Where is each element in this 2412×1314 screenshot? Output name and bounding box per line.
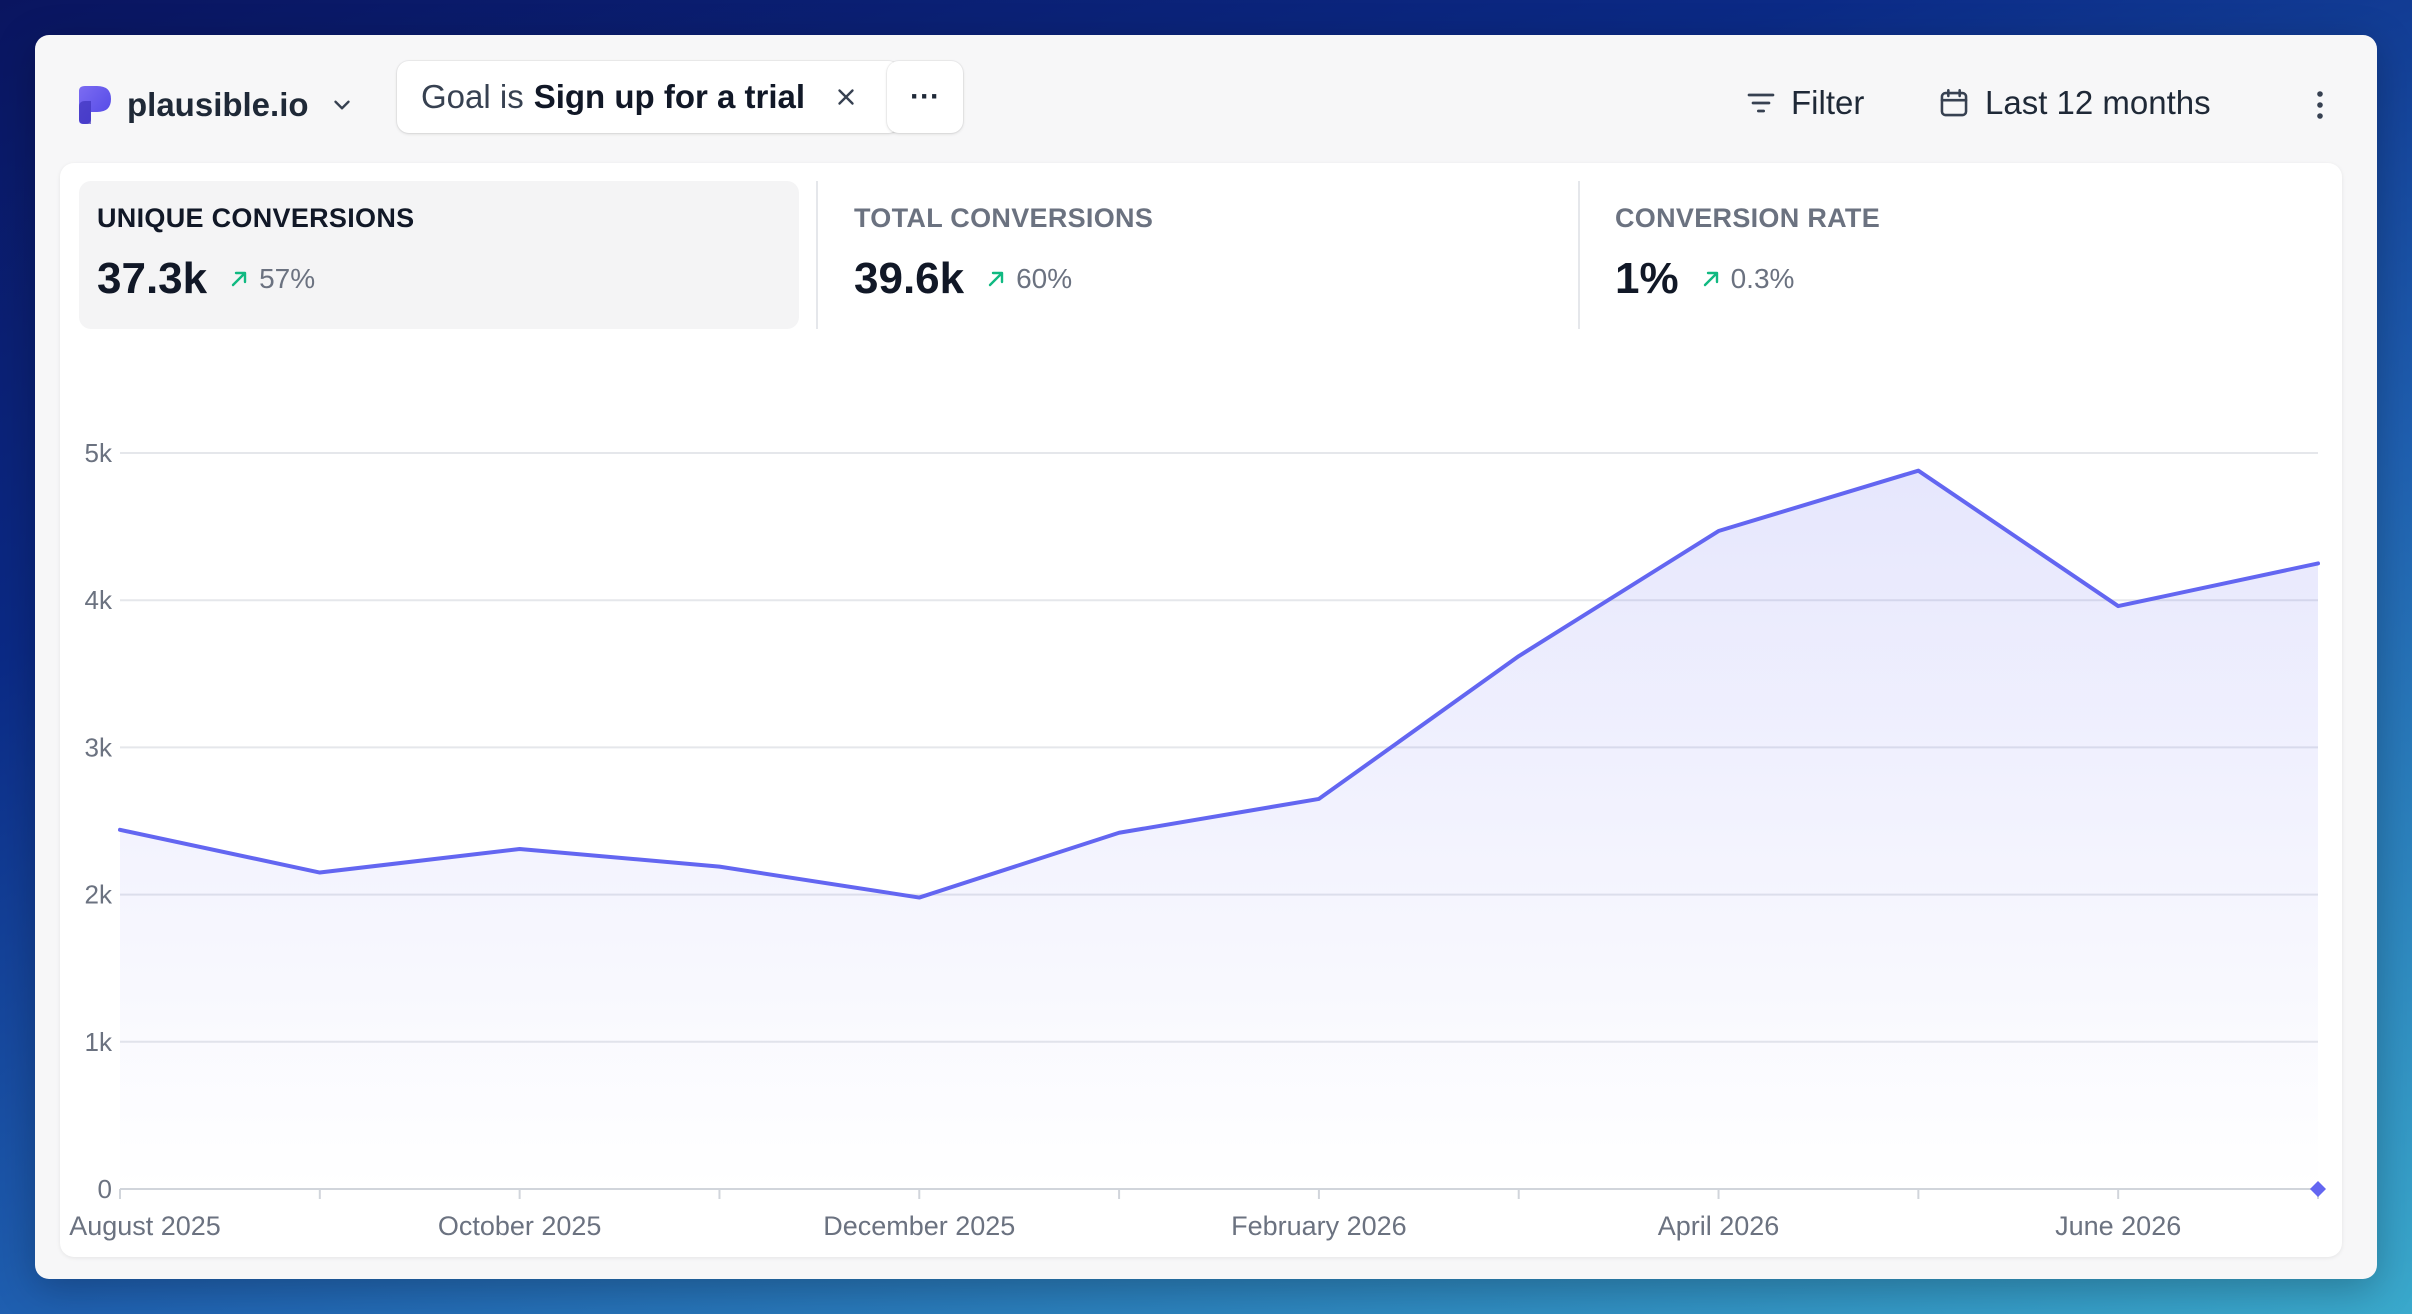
data-point[interactable] [909,888,929,908]
conversions-chart[interactable]: 0 1k 2k 3k 4k 5k August 2025 October 2025 Decemb… [60,163,2342,1257]
data-point[interactable] [2308,553,2328,573]
kebab-menu-icon [2317,91,2323,119]
data-point[interactable] [1509,646,1529,666]
filter-label: Filter [1791,84,1865,121]
metric-change-value: 60% [1016,263,1073,294]
top-bar: plausible.io Goal is Sign up for a trial… [35,35,2377,165]
dashboard-window: plausible.io Goal is Sign up for a trial… [35,35,2377,1279]
metric-divider [1578,181,1580,329]
data-point[interactable] [1309,789,1329,809]
date-range-label: Last 12 months [1985,84,2211,121]
series-line [118,468,2320,900]
metric-label: TOTAL CONVERSIONS [854,203,1154,233]
y-tick-label: 5k [85,438,113,468]
metric-conversion-rate[interactable]: CONVERSION RATE 1% 0.3% [1597,181,2317,329]
calendar-icon [1940,88,1968,117]
goal-filter-prefix: Goal is [421,78,524,115]
metric-label: CONVERSION RATE [1615,203,1881,233]
y-tick-label: 4k [85,585,113,615]
goal-filter-value: Sign up for a trial [533,78,806,115]
y-tick-label: 0 [98,1174,112,1204]
data-point[interactable] [1109,823,1129,843]
metric-change-value: 0.3% [1730,263,1795,294]
filter-button[interactable]: Filter [1745,75,1864,131]
series-area [120,470,2318,1189]
data-point[interactable] [709,857,729,877]
metric-value: 1% [1615,254,1679,303]
y-tick-label: 2k [85,880,113,910]
x-tick-label: February 2026 [1231,1211,1407,1241]
arrow-up-right-icon [988,271,1004,287]
data-point[interactable] [110,820,130,840]
metric-value: 39.6k [854,254,965,303]
data-point[interactable] [310,863,330,883]
arrow-up-right-icon [231,271,247,287]
metric-label: UNIQUE CONVERSIONS [97,203,415,233]
metric-change-value: 57% [259,263,316,294]
site-name: plausible.io [127,86,309,123]
metric-total-conversions[interactable]: TOTAL CONVERSIONS 39.6k 60% [836,181,1556,329]
more-filters-button[interactable]: ··· [887,61,963,133]
ellipsis-icon: ··· [910,80,940,113]
metric-unique-conversions[interactable]: UNIQUE CONVERSIONS 37.3k 57% [79,181,799,329]
date-range-picker[interactable]: Last 12 months [1937,75,2211,131]
metric-divider [816,181,818,329]
goal-filter-pill[interactable]: Goal is Sign up for a trial [397,61,900,133]
x-tick-label: December 2025 [823,1211,1015,1241]
site-picker[interactable]: plausible.io [75,77,355,133]
more-options-button[interactable] [2295,77,2345,133]
plausible-logo-icon [79,86,111,124]
x-tick-label: June 2026 [2055,1211,2181,1241]
x-tick-label: October 2025 [438,1211,602,1241]
close-icon[interactable] [833,84,859,110]
x-tick-label: April 2026 [1658,1211,1780,1241]
data-point[interactable] [2108,596,2128,616]
metric-value: 37.3k [97,254,208,303]
chevron-down-icon [333,100,350,110]
metric-change: 0.3% [1699,263,1795,295]
metric-change: 57% [227,263,315,295]
metric-change: 60% [984,263,1072,295]
data-point[interactable] [510,839,530,859]
x-tick-label: August 2025 [69,1211,221,1241]
arrow-up-right-icon [1703,271,1718,287]
y-tick-label: 1k [85,1027,113,1057]
y-tick-label: 3k [85,732,113,762]
filter-icon [1747,93,1775,113]
data-point[interactable] [1908,461,1928,481]
current-period-marker-icon [2310,1181,2326,1197]
data-point[interactable] [1709,521,1729,541]
conversions-card: UNIQUE CONVERSIONS 37.3k 57% TOTAL CONVE… [60,163,2342,1257]
